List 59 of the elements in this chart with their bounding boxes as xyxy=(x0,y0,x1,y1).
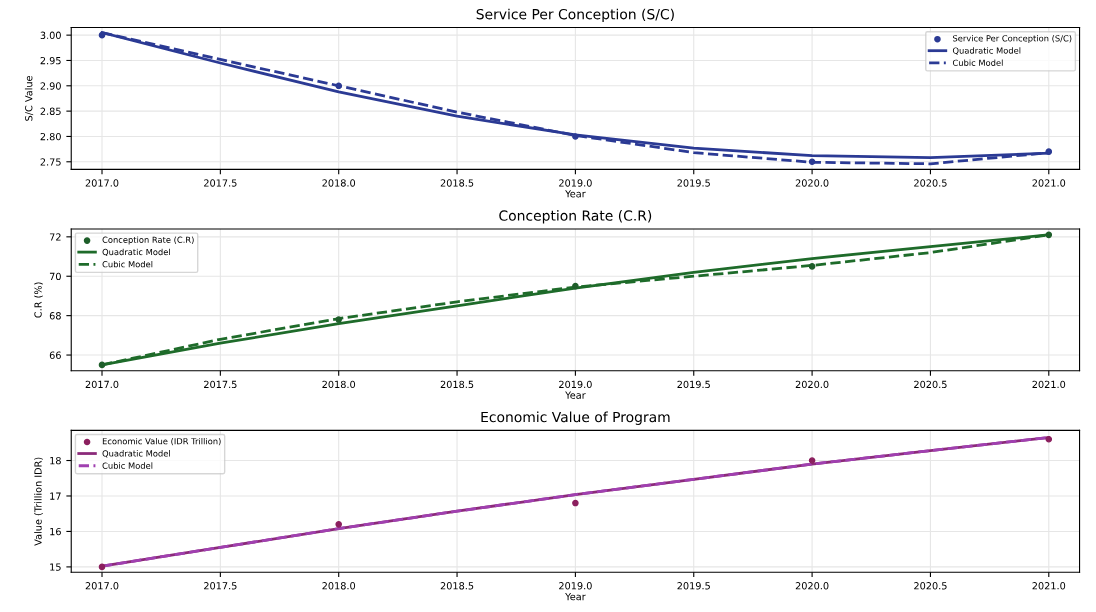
x-tick-label: 2018.0 xyxy=(322,582,356,590)
y-tick-label: 2.75 xyxy=(40,158,61,166)
y-tick-label: 16 xyxy=(50,527,61,536)
legend-label: Cubic Model xyxy=(102,462,153,469)
x-tick-label: 2018.5 xyxy=(440,582,474,590)
chart-title: Conception Rate (C.R) xyxy=(499,210,652,224)
x-tick-label: 2020.0 xyxy=(795,380,829,389)
y-tick-label: 3.00 xyxy=(40,31,61,39)
x-tick-label: 2020.0 xyxy=(795,582,829,590)
x-tick-label: 2018.5 xyxy=(440,179,474,187)
x-tick-label: 2018.0 xyxy=(322,380,356,389)
x-tick-label: 2017.0 xyxy=(85,179,119,187)
y-tick-label: 68 xyxy=(49,312,61,320)
chart-title: Service Per Conception (S/C) xyxy=(476,8,674,23)
x-tick-label: 2021.0 xyxy=(1032,380,1066,389)
y-tick-label: 15 xyxy=(50,563,61,571)
x-axis-title: Year xyxy=(565,593,586,601)
y-tick-label: 70 xyxy=(49,272,61,281)
x-tick-label: 2017.0 xyxy=(85,582,119,590)
x-tick-label: 2019.0 xyxy=(559,380,592,389)
y-tick-label: 72 xyxy=(49,233,61,241)
legend-label: Cubic Model xyxy=(952,59,1003,66)
x-tick-label: 2021.0 xyxy=(1032,582,1066,590)
x-tick-label: 2019.5 xyxy=(677,179,710,187)
y-tick-label: 2.85 xyxy=(40,107,61,115)
x-tick-label: 2019.5 xyxy=(677,380,710,389)
x-tick-label: 2021.0 xyxy=(1032,179,1066,187)
x-axis-title: Year xyxy=(565,190,586,198)
y-tick-label: 2.90 xyxy=(40,82,61,90)
x-tick-label: 2019.0 xyxy=(559,582,592,590)
x-tick-label: 2017.5 xyxy=(204,582,237,590)
x-tick-label: 2020.5 xyxy=(914,179,947,187)
legend-label: Cubic Model xyxy=(102,260,153,268)
x-tick-label: 2019.0 xyxy=(559,179,592,187)
x-axis-title: Year xyxy=(565,391,586,399)
y-axis-title: C.R (%) xyxy=(34,282,43,318)
x-tick-label: 2017.0 xyxy=(85,380,119,389)
legend-label: Service Per Conception (S/C) xyxy=(953,35,1072,44)
x-tick-label: 2018.5 xyxy=(440,380,474,389)
y-tick-label: 17 xyxy=(50,492,61,500)
x-tick-label: 2017.5 xyxy=(204,380,237,389)
y-tick-label: 2.80 xyxy=(40,132,61,141)
legend-label: Quadratic Model xyxy=(952,47,1021,55)
x-tick-label: 2019.5 xyxy=(677,582,710,590)
y-tick-label: 18 xyxy=(50,457,61,465)
x-tick-label: 2017.5 xyxy=(204,179,237,187)
y-tick-label: 2.95 xyxy=(40,56,61,65)
y-tick-label: 66 xyxy=(49,351,61,359)
x-tick-label: 2020.0 xyxy=(795,179,829,187)
y-axis-title: Value (Trillion IDR) xyxy=(34,457,43,546)
x-tick-label: 2018.0 xyxy=(322,179,356,187)
legend-label: Quadratic Model xyxy=(102,450,170,458)
legend-label: Economic Value (IDR Trillion) xyxy=(102,437,221,446)
y-axis-title: S/C Value xyxy=(24,75,34,121)
legend-label: Conception Rate (C.R) xyxy=(102,236,194,245)
x-tick-label: 2020.5 xyxy=(914,380,947,389)
chart-title: Economic Value of Program xyxy=(481,411,670,425)
x-tick-label: 2020.5 xyxy=(914,582,947,590)
legend-label: Quadratic Model xyxy=(102,248,170,257)
